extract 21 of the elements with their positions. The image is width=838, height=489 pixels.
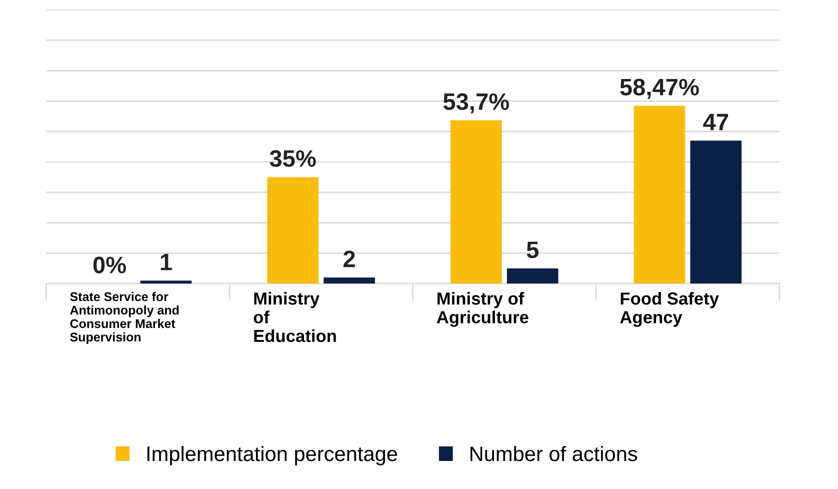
bar xyxy=(506,268,558,284)
data-label: 0% xyxy=(93,256,126,274)
x-tick-label: Ministry of Agriculture xyxy=(436,292,528,327)
legend-label: Number of actions xyxy=(470,446,638,462)
x-tick-label: State Service for Antimonopoly and Consumer Market Supervision xyxy=(70,292,179,344)
bar xyxy=(267,177,318,284)
bar xyxy=(140,280,192,284)
x-tick-label: Food Safety Agency xyxy=(620,292,719,327)
bar xyxy=(634,106,686,284)
data-label: 5 xyxy=(526,242,539,258)
data-label: 2 xyxy=(344,250,355,268)
data-label: 47 xyxy=(703,114,728,130)
bar xyxy=(324,278,375,284)
bar xyxy=(690,140,742,284)
data-label: 58,47% xyxy=(620,78,699,99)
bar xyxy=(450,120,502,284)
data-label: 35% xyxy=(270,150,316,167)
data-label: 53,7% xyxy=(443,93,509,114)
x-tick-label: Ministry of Education xyxy=(254,292,336,342)
legend-label: Implementation percentage xyxy=(147,446,398,466)
data-label: 1 xyxy=(160,254,172,270)
